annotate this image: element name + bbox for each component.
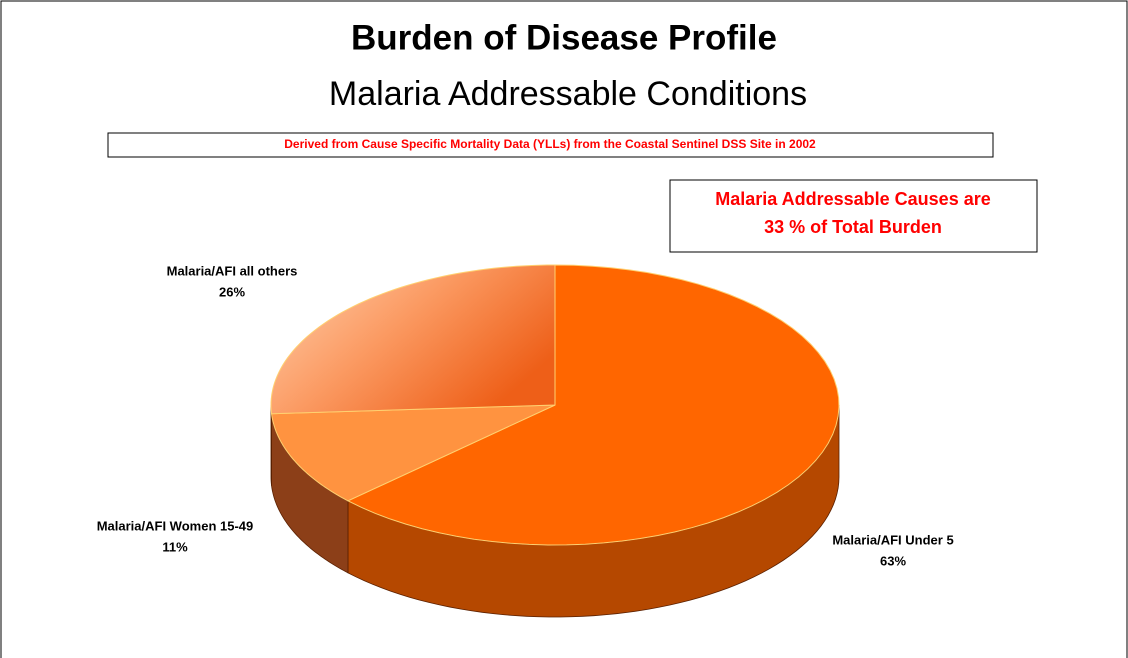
note-box [107,132,994,158]
slice-side [270,405,272,486]
slice [346,264,840,546]
annotation: Malaria Addressable Causes are [715,189,990,209]
value-label: 11% [162,539,188,554]
slice-label: Malaria/AFI all others [167,263,298,278]
annotation: 33 % of Total Burden [764,217,942,237]
slice-label: Malaria/AFI Under 5 [832,532,953,547]
value-label: 26% [219,284,245,299]
chart-subtitle: Malaria Addressable Conditions [329,75,807,113]
value-label: 63% [880,553,906,568]
chart-title: Burden of Disease Profile [351,18,777,57]
slice [270,404,556,502]
note: Derived from Cause Specific Mortality Da… [284,137,816,151]
slice-label: Malaria/AFI Women 15-49 [97,518,254,533]
annotation-box [669,179,1038,253]
slice [270,264,556,415]
